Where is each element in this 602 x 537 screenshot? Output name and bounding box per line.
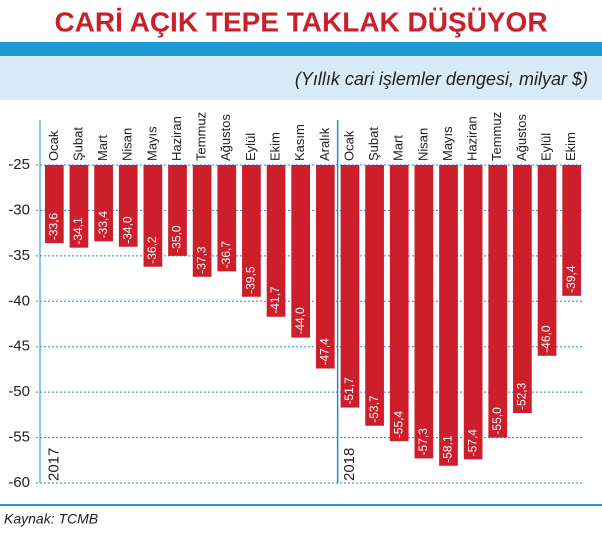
bar [439, 165, 458, 466]
subtitle: (Yıllık cari işlemler dengesi, milyar $) [295, 69, 588, 89]
value-label: -35,0 [170, 225, 184, 253]
source: Kaynak: TCMB [4, 511, 98, 527]
bar [365, 165, 384, 426]
value-label: -39,5 [244, 266, 258, 294]
value-label: -33,6 [46, 212, 60, 240]
y-tick-label: -30 [8, 201, 30, 218]
subtitle-band [0, 56, 602, 100]
bar [389, 165, 409, 442]
x-tick-label: Eylül [538, 133, 553, 161]
x-tick-label: Temmuz [194, 112, 209, 161]
bar [69, 165, 89, 248]
value-label: -41,7 [268, 286, 282, 314]
value-label: -52,3 [515, 382, 529, 410]
value-label: -44,0 [293, 307, 307, 335]
bar [266, 165, 286, 317]
x-tick-label: Eylül [243, 133, 258, 161]
x-tick-label: Ocak [341, 130, 356, 161]
value-label: -55,0 [490, 407, 504, 435]
value-label: -51,7 [342, 377, 356, 405]
value-label: -36,7 [219, 241, 233, 269]
bar [94, 165, 113, 242]
value-label: -57,3 [416, 428, 430, 456]
bar [513, 165, 532, 414]
x-tick-label: Ocak [46, 130, 61, 161]
year-label: 2017 [45, 448, 62, 481]
x-tick-label: Mayıs [144, 126, 159, 161]
value-label: -34,0 [120, 216, 134, 244]
bar [192, 165, 212, 277]
value-label: -46,0 [539, 325, 553, 353]
x-tick-label: Mart [95, 135, 110, 161]
x-tick-label: Şubat [366, 127, 381, 161]
bar [537, 165, 557, 356]
y-tick-label: -50 [8, 383, 30, 400]
value-label: -37,3 [194, 246, 208, 274]
x-tick-label: Ağustos [218, 114, 233, 161]
x-tick-label: Ekim [267, 132, 282, 161]
x-tick-label: Haziran [169, 116, 184, 161]
x-tick-label: Şubat [70, 127, 85, 161]
y-tick-label: -40 [8, 292, 30, 309]
x-tick-label: Kasım [292, 124, 307, 161]
value-label: -39,4 [564, 265, 578, 293]
bar [217, 165, 237, 272]
bar [562, 165, 582, 296]
y-tick-label: -60 [8, 474, 30, 491]
value-label: -53,7 [367, 395, 381, 423]
x-tick-label: Aralık [317, 127, 332, 161]
bar [291, 165, 311, 338]
x-tick-label: Haziran [465, 116, 480, 161]
y-tick-label: -35 [8, 247, 30, 264]
value-label: -58,1 [441, 435, 455, 463]
value-label: -55,4 [391, 411, 405, 439]
bar [340, 165, 360, 408]
value-label: -47,4 [317, 338, 331, 366]
y-tick-label: -25 [8, 156, 30, 173]
bar [242, 165, 261, 297]
x-tick-label: Nisan [120, 128, 135, 161]
bar [143, 165, 163, 267]
x-tick-label: Temmuz [489, 112, 504, 161]
chart-title: CARİ AÇIK TEPE TAKLAK DÜŞÜYOR [54, 6, 547, 37]
y-tick-label: -55 [8, 429, 30, 446]
x-tick-label: Mayıs [440, 126, 455, 161]
value-label: -33,4 [96, 211, 110, 239]
value-label: -36,2 [145, 236, 159, 264]
header-band [0, 42, 602, 56]
year-label: 2018 [341, 448, 358, 481]
bar [414, 165, 434, 459]
value-label: -57,4 [465, 429, 479, 457]
x-tick-label: Nisan [415, 128, 430, 161]
bar [168, 165, 187, 256]
bar [488, 165, 508, 438]
bar [315, 165, 335, 369]
x-tick-label: Ekim [563, 132, 578, 161]
y-tick-label: -45 [8, 338, 30, 355]
x-tick-label: Mart [391, 135, 406, 161]
bar [463, 165, 483, 460]
bar [44, 165, 64, 244]
value-label: -34,1 [71, 217, 85, 245]
bar [118, 165, 138, 247]
x-tick-label: Ağustos [514, 114, 529, 161]
